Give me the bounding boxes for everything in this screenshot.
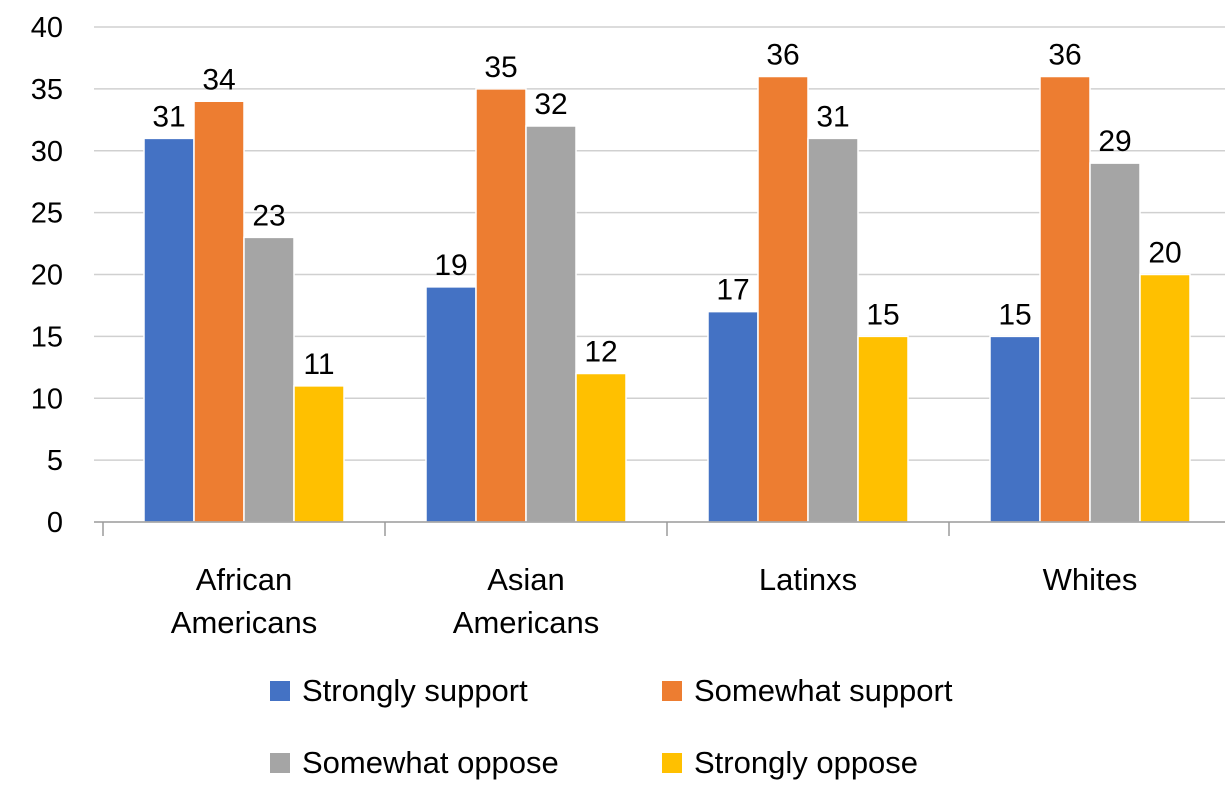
bar-somewhat-support xyxy=(475,88,527,523)
data-label: 32 xyxy=(534,88,567,121)
bar-somewhat-support xyxy=(757,75,809,523)
bar-strongly-oppose xyxy=(293,385,345,523)
data-label: 15 xyxy=(866,298,899,331)
bar-strongly-support xyxy=(425,286,477,523)
bar-strongly-support xyxy=(143,137,195,523)
bar-strongly-support xyxy=(707,310,759,523)
legend-swatch xyxy=(270,753,290,773)
category-label: Americans xyxy=(453,605,599,640)
bar-somewhat-oppose xyxy=(243,236,295,523)
y-tick-label: 0 xyxy=(47,507,63,539)
data-label: 15 xyxy=(998,298,1031,331)
bar-strongly-oppose xyxy=(857,335,909,523)
bar-strongly-oppose xyxy=(1139,273,1191,523)
category-label: Latinxs xyxy=(759,562,857,597)
data-label: 17 xyxy=(716,274,749,307)
category-label: Americans xyxy=(171,605,317,640)
category-label: Asian xyxy=(487,562,565,597)
legend-swatch xyxy=(662,753,682,773)
data-label: 11 xyxy=(303,348,334,381)
y-tick-label: 20 xyxy=(31,260,63,292)
legend-label: Strongly support xyxy=(302,673,528,708)
y-tick-label: 5 xyxy=(47,445,63,477)
y-tick-label: 25 xyxy=(31,198,63,230)
data-label: 29 xyxy=(1098,125,1131,158)
data-label: 19 xyxy=(434,249,467,282)
category-label: African xyxy=(196,562,292,597)
legend-label: Somewhat support xyxy=(694,673,953,708)
data-label: 23 xyxy=(252,199,285,232)
y-tick-label: 40 xyxy=(31,12,63,44)
y-axis-tick-labels: 0 5 10 15 20 25 30 35 40 xyxy=(31,12,63,539)
data-label: 34 xyxy=(202,63,235,96)
legend-label: Somewhat oppose xyxy=(302,745,559,780)
x-axis xyxy=(94,521,1225,536)
data-label: 35 xyxy=(484,51,517,84)
bar-somewhat-oppose xyxy=(807,137,859,523)
y-tick-label: 30 xyxy=(31,136,63,168)
bar-strongly-support xyxy=(989,335,1041,523)
bar-somewhat-support xyxy=(193,100,245,523)
category-label: Whites xyxy=(1043,562,1138,597)
bar-somewhat-support xyxy=(1039,75,1091,523)
bar-somewhat-oppose xyxy=(1089,162,1141,523)
legend-swatch xyxy=(270,681,290,701)
y-tick-label: 15 xyxy=(31,321,63,353)
bar-somewhat-oppose xyxy=(525,125,577,523)
data-label: 31 xyxy=(152,100,185,133)
legend: Strongly support Somewhat support Somewhat… xyxy=(270,673,953,780)
legend-swatch xyxy=(662,681,682,701)
data-label: 12 xyxy=(584,336,617,369)
data-label: 36 xyxy=(1048,39,1081,72)
data-labels: 31 34 23 11 19 35 32 12 17 36 31 15 15 36 29 20 xyxy=(152,39,1181,381)
data-label: 20 xyxy=(1148,237,1181,270)
legend-label: Strongly oppose xyxy=(694,745,918,780)
data-label: 36 xyxy=(766,39,799,72)
y-tick-label: 10 xyxy=(31,383,63,415)
y-tick-label: 35 xyxy=(31,74,63,106)
bar-strongly-oppose xyxy=(575,372,627,523)
bars xyxy=(143,75,1191,523)
data-label: 31 xyxy=(816,100,849,133)
category-labels: African Americans Asian Americans Latinxs Whi… xyxy=(171,562,1138,640)
